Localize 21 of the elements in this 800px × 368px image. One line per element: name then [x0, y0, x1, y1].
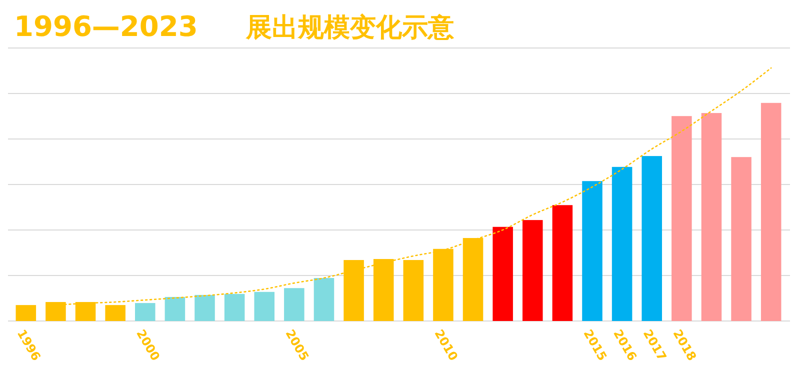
bar [254, 292, 274, 321]
bar [522, 220, 543, 321]
bar [492, 226, 513, 321]
chart-title: 1996—2023 [14, 10, 198, 43]
bar [135, 303, 156, 321]
bar [701, 113, 722, 321]
bar [760, 102, 782, 321]
bar [612, 166, 632, 321]
bar [284, 288, 304, 321]
bar [552, 205, 573, 321]
bar [164, 296, 186, 321]
bar [731, 157, 752, 321]
bar [582, 181, 602, 321]
bar [194, 294, 215, 321]
bar [314, 278, 334, 321]
bar [16, 305, 36, 321]
bar [105, 305, 126, 321]
bar [224, 294, 245, 321]
bar [642, 156, 662, 321]
bar [672, 116, 692, 321]
chart-subtitle: 展出规模变化示意 [244, 13, 455, 43]
